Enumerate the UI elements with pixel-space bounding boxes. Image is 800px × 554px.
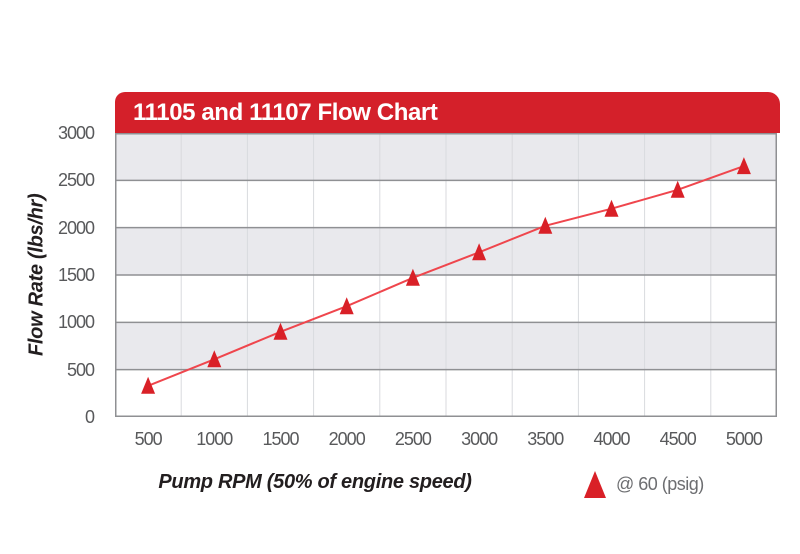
triangle-marker — [207, 350, 222, 368]
triangle-marker — [141, 376, 156, 394]
plot-area — [115, 133, 777, 417]
y-tick-label: 2500 — [57, 170, 95, 191]
plot-border — [115, 133, 777, 417]
legend-triangle-icon — [584, 470, 606, 498]
y-tick-label: 3000 — [57, 123, 95, 143]
triangle-marker — [604, 199, 619, 217]
horizontal-gridlines — [115, 179, 777, 371]
x-tick-label: 2500 — [394, 429, 432, 449]
chart-title-banner: 11105 and 11107 Flow Chart — [115, 92, 780, 133]
legend: @ 60 (psig) — [584, 468, 704, 500]
chart-title: 11105 and 11107 Flow Chart — [133, 98, 438, 126]
y-tick-label: 1500 — [57, 265, 95, 285]
x-tick-label: 1000 — [196, 429, 233, 449]
triangle-marker — [405, 268, 420, 286]
x-tick-label: 4500 — [659, 429, 697, 449]
triangle-marker — [472, 243, 487, 261]
y-axis-ticks: 3000 2500 2000 1500 1000 500 0 — [26, 123, 95, 427]
triangle-marker — [538, 216, 553, 234]
y-tick-label: 0 — [84, 407, 95, 427]
triangle-marker — [273, 322, 288, 340]
x-tick-label: 3000 — [461, 429, 498, 449]
x-tick-label: 5000 — [725, 429, 763, 449]
data-markers — [141, 157, 751, 394]
y-tick-label: 2000 — [57, 217, 95, 238]
triangle-marker — [736, 157, 751, 175]
x-axis-ticks: 500 1000 1500 2000 2500 3000 3500 4000 4500 5000 — [115, 428, 777, 450]
x-tick-label: 3500 — [527, 429, 564, 449]
y-tick-label: 1000 — [57, 312, 95, 333]
flow-rate-line — [147, 165, 745, 387]
x-tick-label: 2000 — [328, 429, 366, 449]
triangle-marker — [670, 180, 685, 198]
legend-label: @ 60 (psig) — [616, 473, 704, 494]
x-axis-title: Pump RPM (50% of engine speed) — [158, 471, 472, 493]
y-tick-label: 500 — [66, 359, 95, 380]
x-tick-label: 1500 — [262, 429, 299, 449]
x-tick-label: 4000 — [593, 429, 630, 449]
triangle-marker — [339, 297, 354, 315]
x-tick-label: 500 — [134, 429, 163, 449]
